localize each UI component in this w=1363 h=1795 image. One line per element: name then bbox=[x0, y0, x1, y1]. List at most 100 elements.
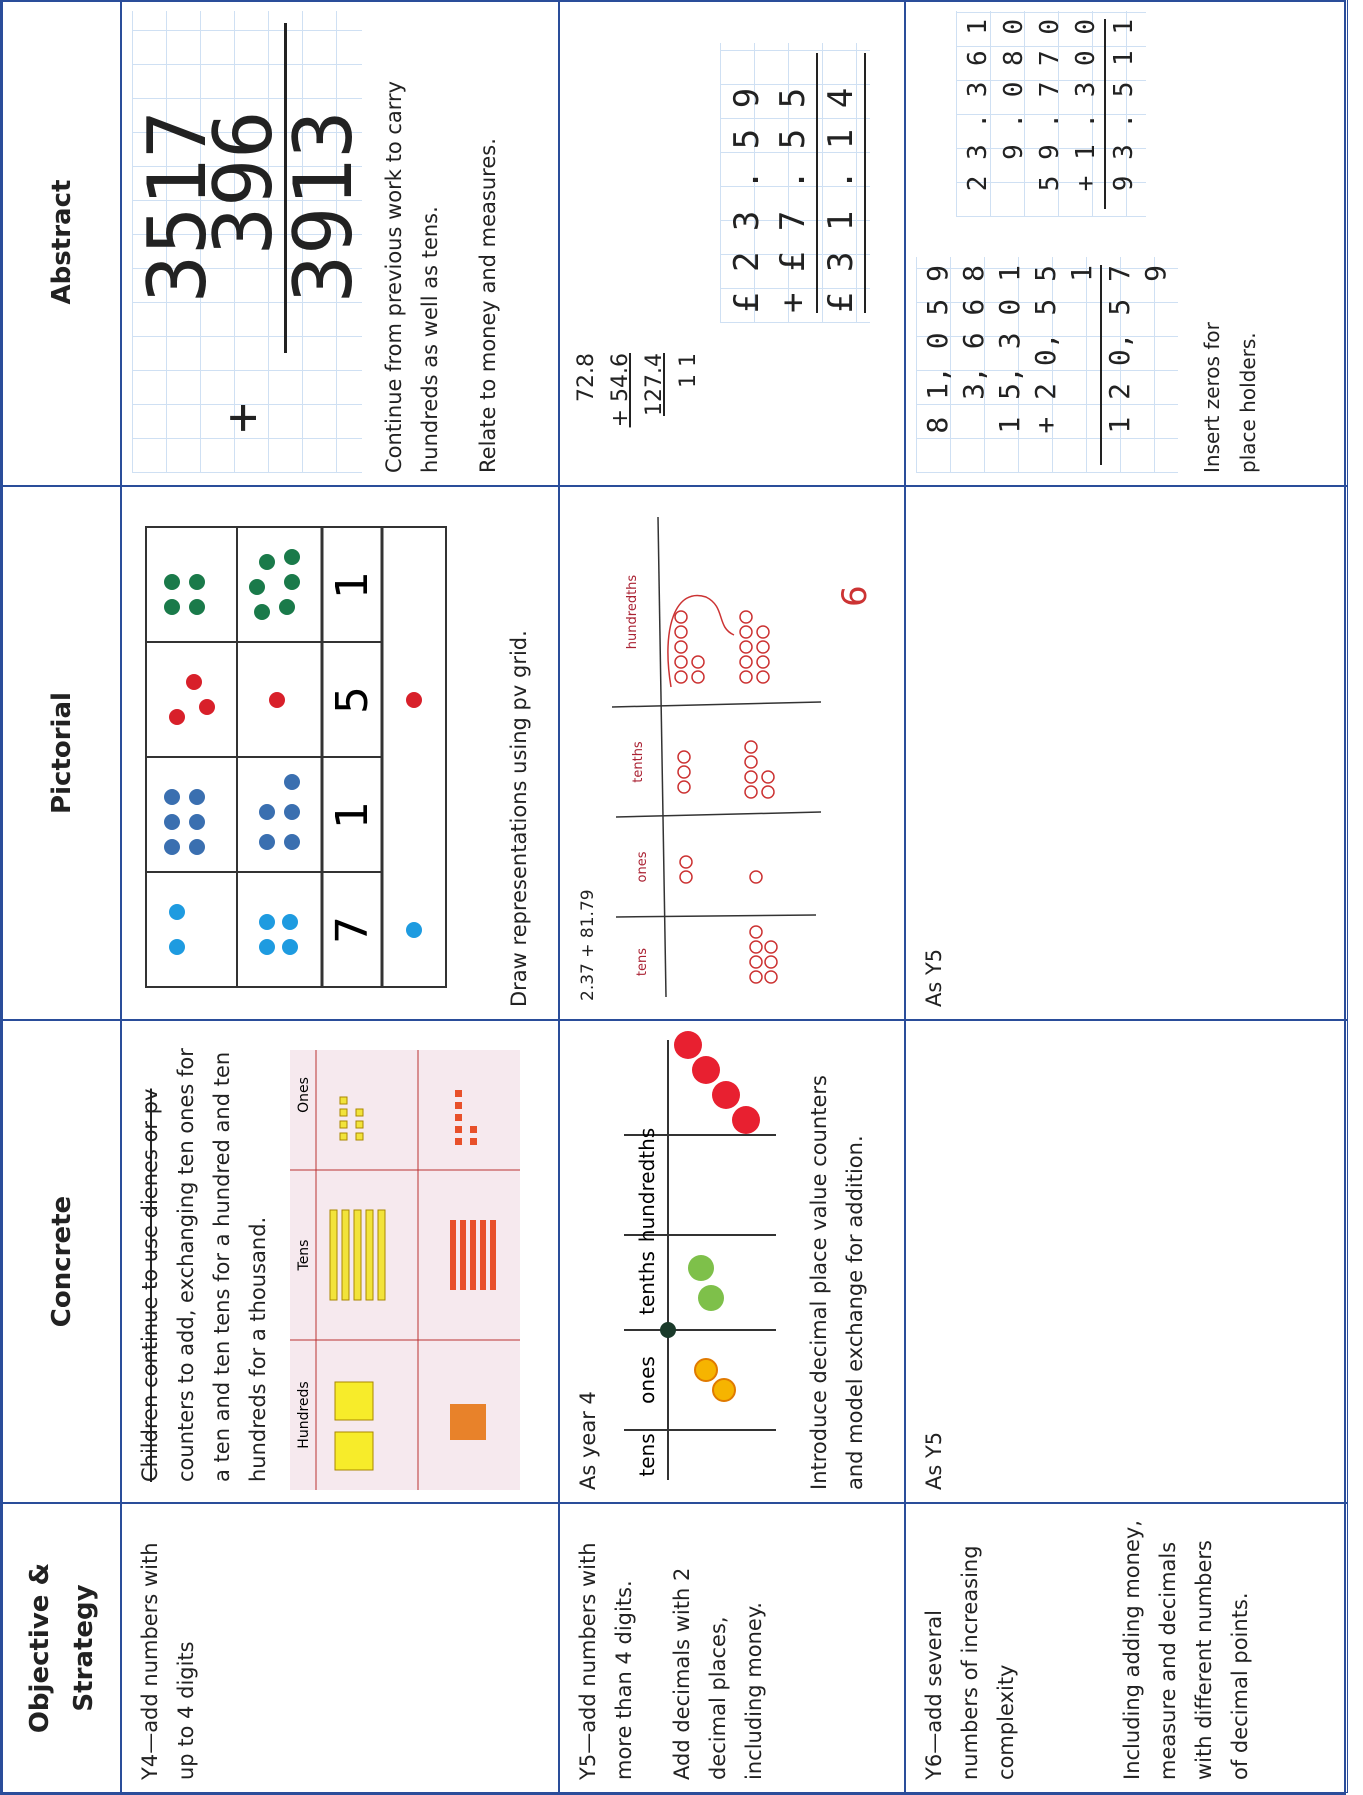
pictorial-cell: As Y5 bbox=[905, 486, 1348, 1020]
text: counters to add, exchanging ten ones for… bbox=[174, 1048, 270, 1482]
total: 127.4 bbox=[642, 353, 667, 416]
addend: 5 9 . 7 7 0 bbox=[1035, 19, 1065, 192]
text: As Y5 bbox=[922, 948, 946, 1007]
concrete-cell: As Y5 bbox=[905, 1020, 1348, 1503]
block bbox=[450, 1404, 486, 1440]
struck-text: Children continue to use dienes or pv bbox=[138, 1088, 162, 1482]
note: Continue from previous work to carry hun… bbox=[382, 80, 442, 473]
objective-cell: Y5—add numbers with more than 4 digits. … bbox=[559, 1503, 905, 1793]
concrete-cell: As year 4 tens ones tenths hundredths In… bbox=[559, 1020, 905, 1503]
grid-label: ones bbox=[635, 851, 650, 882]
caption: Introduce decimal place value counters a… bbox=[807, 1075, 867, 1490]
sketch-circles bbox=[667, 594, 778, 984]
objective: Y6—add several numbers of increasing com… bbox=[922, 1545, 1018, 1780]
grid-label: tenths bbox=[635, 1251, 659, 1315]
total: 9 3 . 5 1 1 bbox=[1109, 19, 1139, 192]
objective: Including adding money, measure and deci… bbox=[1120, 1520, 1252, 1780]
objective: Y5—add numbers with more than 4 digits. bbox=[576, 1542, 636, 1780]
grid-label: ones bbox=[635, 1356, 659, 1404]
decimal-sum: 2 3 . 3 6 1 9 . 0 8 0 5 9 . 7 7 0 + 1 . … bbox=[956, 11, 1146, 217]
sketch-grid: tens ones tenths hundredths 6 bbox=[611, 516, 875, 998]
total: 7 bbox=[327, 916, 378, 944]
grid-label: tenths bbox=[631, 741, 646, 783]
objective-cell: Y6—add several numbers of increasing com… bbox=[905, 1503, 1348, 1793]
answer: 6 bbox=[835, 585, 875, 607]
grid bbox=[611, 516, 822, 998]
units bbox=[339, 1096, 364, 1141]
counters bbox=[694, 1358, 736, 1402]
caption: Draw representations using pv grid. bbox=[507, 630, 531, 1007]
abstract-cell: 8 1, 0 5 9 3, 6 6 8 1 5, 3 0 1 + 2 0, 5 … bbox=[905, 0, 1348, 486]
sum: 2.37 + 81.79 bbox=[578, 889, 598, 1001]
column-sum: 72.8 + 54.6 127.4 1 1 bbox=[570, 353, 870, 473]
addend: + 1 . 3 0 0 bbox=[1068, 19, 1106, 209]
header: Pictorial bbox=[46, 692, 77, 814]
counters bbox=[688, 1255, 724, 1311]
units bbox=[455, 1090, 477, 1145]
total: £ 3 1 . 1 4 bbox=[818, 53, 866, 313]
grid-label: hundredths bbox=[635, 1128, 659, 1242]
header-cell: Pictorial bbox=[2, 486, 121, 1020]
objective: Add decimals with 2 decimal places, incl… bbox=[670, 1567, 766, 1780]
addend: 396 bbox=[197, 110, 290, 256]
dots bbox=[164, 774, 300, 855]
grid-label: tens bbox=[635, 1433, 659, 1476]
header: Abstract bbox=[46, 179, 77, 305]
header: Objective & Strategy bbox=[24, 1562, 99, 1734]
counters bbox=[674, 1031, 760, 1134]
addend: 1 5, 3 0 1 bbox=[993, 265, 1026, 434]
total: 3913 bbox=[277, 110, 370, 303]
header-cell: Abstract bbox=[2, 0, 121, 486]
addend: + 54.6 bbox=[608, 353, 633, 428]
grid-label: tens bbox=[635, 948, 650, 976]
addend: £ 2 3 . 5 9 bbox=[727, 87, 767, 313]
total: 1 2 0, 5 7 9 bbox=[1103, 265, 1172, 434]
abstract-cell: 3517 + 396 3913 Continue from previous w… bbox=[121, 0, 559, 486]
concrete-cell: Children continue to use dienes or pv co… bbox=[121, 1020, 559, 1503]
abstract-cell: 72.8 + 54.6 127.4 1 1 £ 2 3 . 5 9 + £ 7 … bbox=[559, 0, 905, 486]
note: Insert zeros for place holders. bbox=[1200, 322, 1260, 473]
text: As year 4 bbox=[576, 1391, 600, 1490]
header-cell: Concrete bbox=[2, 1020, 121, 1503]
addend: 9 . 0 8 0 bbox=[999, 19, 1029, 160]
total: 1 bbox=[327, 571, 378, 599]
rods bbox=[329, 1209, 386, 1301]
dots bbox=[164, 549, 300, 620]
addend: 8 1, 0 5 9 bbox=[921, 265, 954, 434]
carry: 1 1 bbox=[676, 353, 701, 388]
decimal-grid: tens ones tenths hundredths bbox=[624, 1031, 776, 1480]
pictorial-cell: 2.37 + 81.79 tens ones tenths hundredths… bbox=[559, 486, 905, 1020]
addend: 2 3 . 3 6 1 bbox=[963, 19, 993, 192]
money-sum: £ 2 3 . 5 9 + £ 7 . 5 5 £ 3 1 . 1 4 bbox=[720, 43, 870, 323]
total: 5 bbox=[327, 686, 378, 714]
chart-bg bbox=[290, 1050, 520, 1490]
grid-label: Hundreds bbox=[296, 1381, 312, 1448]
pv-grid: 7 1 5 1 bbox=[145, 526, 447, 988]
note: Relate to money and measures. bbox=[476, 138, 500, 473]
addend: 72.8 bbox=[574, 353, 599, 402]
header: Concrete bbox=[46, 1195, 77, 1328]
grid bbox=[145, 526, 447, 988]
grid-label: Ones bbox=[296, 1077, 312, 1113]
grid bbox=[624, 1040, 776, 1480]
rods bbox=[450, 1220, 496, 1290]
addend: + £ 7 . 5 5 bbox=[770, 53, 818, 313]
dots bbox=[169, 904, 422, 955]
objective: Y4—add numbers with up to 4 digits bbox=[138, 1542, 198, 1780]
decimal-point bbox=[660, 1322, 676, 1338]
dots bbox=[169, 674, 422, 725]
header-cell: Objective & Strategy bbox=[2, 1503, 121, 1793]
objective-cell: Y4—add numbers with up to 4 digits bbox=[121, 1503, 559, 1793]
column-sum: 8 1, 0 5 9 3, 6 6 8 1 5, 3 0 1 + 2 0, 5 … bbox=[916, 257, 1178, 473]
grid-label: hundredths bbox=[625, 575, 640, 650]
pictorial-cell: 7 1 5 1 Draw representations using pv gr… bbox=[121, 486, 559, 1020]
block bbox=[334, 1431, 374, 1471]
total: 1 bbox=[327, 801, 378, 829]
grid-label: Tens bbox=[296, 1240, 312, 1272]
addend: 3, 6 6 8 bbox=[957, 265, 990, 400]
text: As Y5 bbox=[922, 1431, 946, 1490]
operator: + bbox=[213, 402, 271, 433]
addend: + 2 0, 5 5 1 bbox=[1028, 265, 1102, 465]
